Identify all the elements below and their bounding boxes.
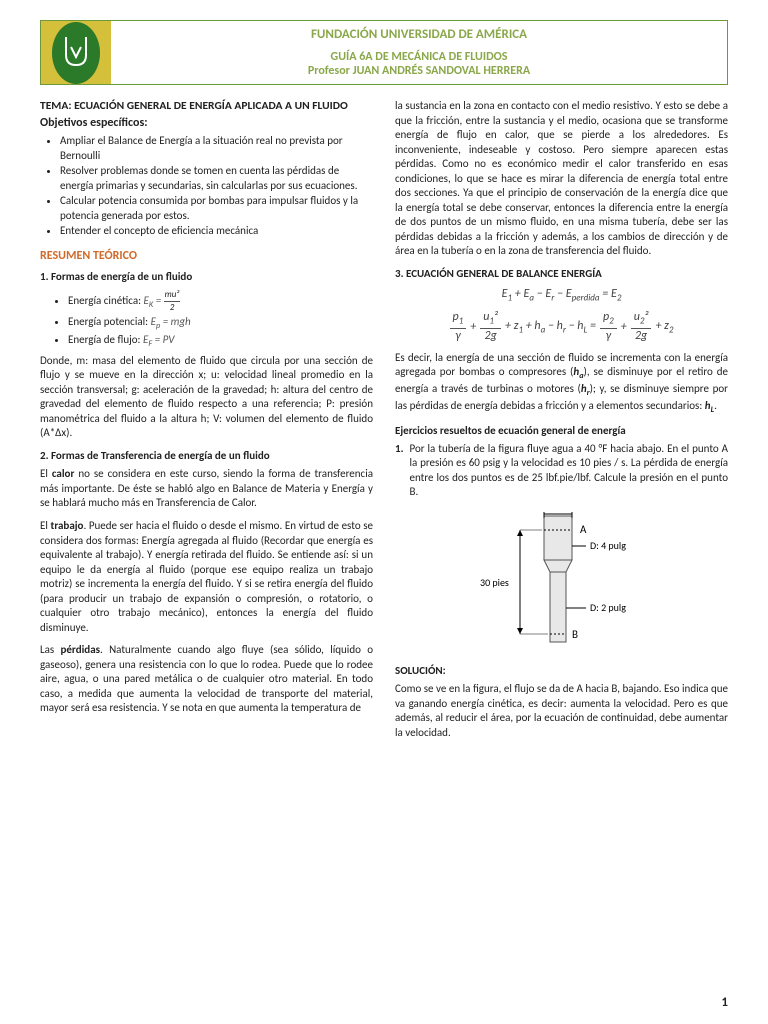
- solution-heading: SOLUCIÓN:: [395, 664, 728, 679]
- exercise-number: 1.: [395, 442, 404, 500]
- ep-label: Energía potencial:: [68, 315, 148, 328]
- exercise-text: Por la tubería de la figura fluye agua a…: [410, 442, 728, 500]
- university-logo: [41, 21, 111, 84]
- objectives-heading: Objetivos específicos:: [40, 116, 373, 132]
- trabajo-paragraph: El trabajo. Puede ser hacia el fluido o …: [40, 519, 373, 635]
- label-d-bot: D: 2 pulg: [590, 601, 626, 614]
- guide-title: GUÍA 6A DE MECÁNICA DE FLUIDOS: [111, 50, 727, 64]
- ec-label: Energía cinética:: [68, 294, 141, 307]
- label-b: B: [572, 628, 578, 641]
- ef-label: Energía de flujo:: [68, 333, 140, 346]
- pipe-figure: A B D: 4 pulg D: 2 pulg 30 pies: [472, 508, 652, 658]
- ef-equation: EF = PV: [143, 333, 175, 346]
- calor-paragraph: El calor no se considera en este curso, …: [40, 467, 373, 511]
- exercise-1: 1. Por la tubería de la figura fluye agu…: [395, 442, 728, 500]
- donde-paragraph: Donde, m: masa del elemento de fluido qu…: [40, 354, 373, 441]
- tema-label: TEMA:: [40, 99, 72, 113]
- list-item: Energía cinética: EK = mu²2: [68, 289, 373, 314]
- section-3-heading: 3. ECUACIÓN GENERAL DE BALANCE ENERGÍA: [395, 267, 728, 282]
- fraction: mu²2: [164, 289, 181, 314]
- bernoulli-extended-eq: p1γ + u1²2g + z1 + ha − hr − hL = p2γ + …: [395, 310, 728, 344]
- document-header: FUNDACIÓN UNIVERSIDAD DE AMÉRICA GUÍA 6A…: [40, 20, 728, 85]
- professor-name: Profesor JUAN ANDRÉS SANDOVAL HERRERA: [111, 64, 727, 78]
- solution-text: Como se ve en la figura, el flujo se da …: [395, 682, 728, 740]
- col2-continuation: la sustancia en la zona en contacto con …: [395, 99, 728, 259]
- list-item: Resolver problemas donde se tomen en cue…: [60, 164, 373, 193]
- objectives-list: Ampliar el Balance de Energía a la situa…: [40, 134, 373, 239]
- list-item: Energía potencial: Ep = mgh: [68, 315, 373, 332]
- page-number: 1: [721, 995, 728, 1010]
- section-2-heading: 2. Formas de Transferencia de energía de…: [40, 449, 373, 464]
- label-height: 30 pies: [480, 576, 509, 589]
- list-item: Calcular potencia consumida por bombas p…: [60, 194, 373, 223]
- label-d-top: D: 4 pulg: [590, 539, 626, 552]
- tema-heading: TEMA: ECUACIÓN GENERAL DE ENERGÍA APLICA…: [40, 99, 373, 114]
- resumen-heading: RESUMEN TEÓRICO: [40, 249, 373, 265]
- perdidas-paragraph: Las pérdidas. Naturalmente cuando algo f…: [40, 643, 373, 716]
- header-titles: FUNDACIÓN UNIVERSIDAD DE AMÉRICA GUÍA 6A…: [111, 21, 727, 84]
- list-item: Entender el concepto de eficiencia mecán…: [60, 224, 373, 239]
- list-item: Energía de flujo: EF = PV: [68, 333, 373, 350]
- ec-equation: EK =: [144, 294, 164, 307]
- list-item: Ampliar el Balance de Energía a la situa…: [60, 134, 373, 163]
- es-decir-paragraph: Es decir, la energía de una sección de f…: [395, 351, 728, 417]
- tema-title: ECUACIÓN GENERAL DE ENERGÍA APLICADA A U…: [74, 99, 348, 113]
- exercises-heading: Ejercicios resueltos de ecuación general…: [395, 424, 728, 439]
- energy-forms-list: Energía cinética: EK = mu²2 Energía pote…: [40, 289, 373, 350]
- org-name: FUNDACIÓN UNIVERSIDAD DE AMÉRICA: [111, 27, 727, 42]
- logo-oval-icon: [52, 22, 100, 84]
- energy-balance-eq: E1 + Ea − Er − Eperdida = E2: [395, 287, 728, 304]
- section-1-heading: 1. Formas de energía de un fluido: [40, 270, 373, 285]
- ep-equation: Ep = mgh: [151, 315, 191, 328]
- label-a: A: [580, 523, 587, 536]
